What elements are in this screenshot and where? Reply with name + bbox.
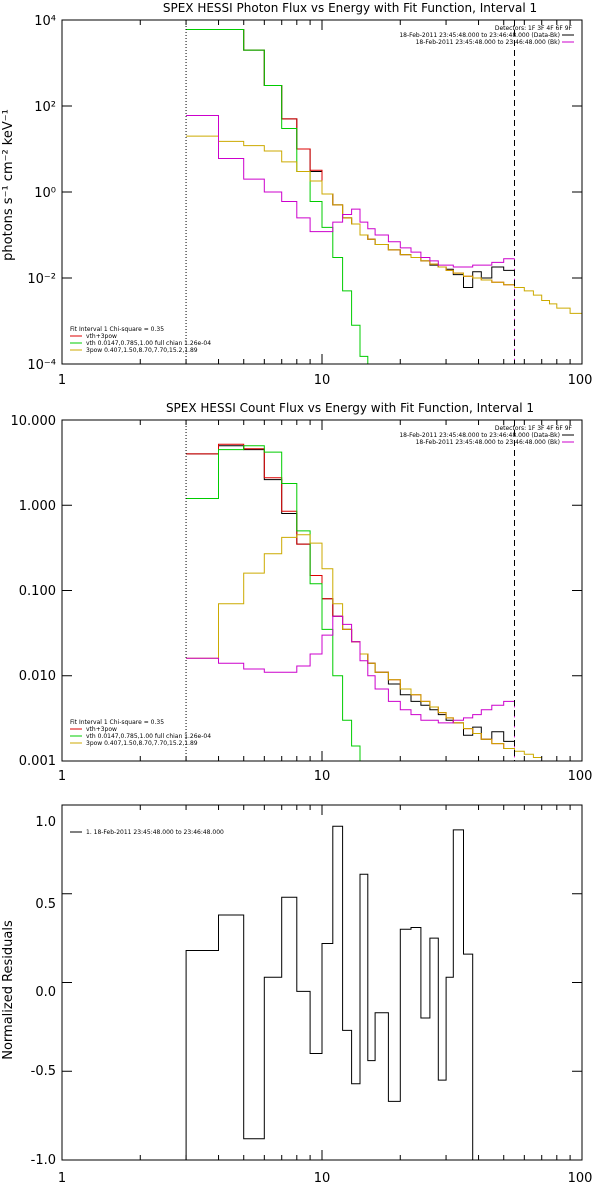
photon-flux-legend-text: 3pow 0.407,1.50,8.70,7.70,15.2,1.89	[86, 347, 198, 354]
count-flux-panel: SPEX HESSI Count Flux vs Energy with Fit…	[11, 401, 593, 784]
photon-flux-plot-frame	[61, 19, 583, 365]
photon-flux-series-line	[186, 135, 582, 314]
residuals-series-line	[185, 825, 474, 1160]
residuals-legend-text: 1. 18-Feb-2011 23:45:48.000 to 23:46:48.…	[86, 829, 224, 836]
count-flux-fit-text: Fit Interval 1 Chi-square = 0.35	[70, 719, 164, 726]
photon-flux-y-tick-label: 10⁻⁴	[27, 358, 56, 373]
residuals-panel: Normalized Residuals -1.0 -0.5 0.0 0.5 1…	[1, 804, 593, 1186]
count-flux-legend-text: vth+3pow	[86, 726, 117, 733]
residuals-x-tick-label: 10	[314, 1171, 331, 1186]
count-flux-series-line	[186, 445, 368, 762]
photon-flux-legend-text: vth+3pow	[86, 333, 117, 340]
photon-flux-title: SPEX HESSI Photon Flux vs Energy with Fi…	[163, 1, 537, 15]
photon-flux-y-tick-label: 10⁰	[34, 186, 56, 201]
photon-flux-series	[186, 29, 582, 365]
count-flux-series-line	[186, 615, 515, 724]
count-flux-title: SPEX HESSI Count Flux vs Energy with Fit…	[166, 401, 534, 415]
count-flux-plot-frame	[61, 419, 583, 762]
count-flux-y-tick-label: 0.001	[19, 754, 56, 769]
count-flux-series	[186, 443, 542, 762]
count-flux-series-line	[186, 445, 515, 742]
photon-flux-panel: SPEX HESSI Photon Flux vs Energy with Fi…	[1, 1, 592, 388]
residuals-y-tick-label: 0.0	[35, 985, 56, 1000]
photon-flux-y-tick-label: 10⁴	[34, 14, 56, 29]
residuals-y-tick-label: -0.5	[31, 1064, 56, 1079]
residuals-x-tick-label: 100	[568, 1171, 593, 1186]
photon-flux-series-line	[186, 29, 515, 286]
count-flux-x-tick-label: 10	[314, 769, 331, 784]
photon-flux-legend-text: vth 0.0147,0.785,1.00 full chian 1.26e-0…	[86, 340, 211, 347]
photon-flux-x-tick-label: 100	[568, 373, 593, 388]
residuals-x-tick-label: 1	[58, 1171, 66, 1186]
count-flux-y-tick-label: 0.010	[19, 669, 56, 684]
photon-flux-detectors-text: Detectors: 1F 3F 4F 6F 9F	[495, 25, 573, 32]
photon-flux-series-line	[186, 29, 376, 365]
count-flux-series-line	[186, 534, 542, 758]
photon-flux-y-axis-label: photons s⁻¹ cm⁻² keV⁻¹	[1, 109, 16, 261]
count-flux-y-tick-label: 1.000	[19, 499, 56, 514]
count-flux-y-tick-label: 0.100	[19, 584, 56, 599]
residuals-y-axis-label: Normalized Residuals	[1, 920, 16, 1060]
count-flux-x-tick-label: 1	[58, 769, 66, 784]
photon-flux-legend-top-text: 18-Feb-2011 23:45:48.000 to 23:46:48.000…	[399, 32, 560, 39]
count-flux-legend-top-text: 18-Feb-2011 23:45:48.000 to 23:46:48.000…	[399, 432, 560, 439]
photon-flux-legend-top-text: 18-Feb-2011 23:45:48.000 to 23:46:48.000…	[416, 39, 560, 46]
count-flux-legend-text: 3pow 0.407,1.50,8.70,7.70,15.2,1.89	[86, 740, 198, 747]
count-flux-y-tick-label: 10.000	[11, 414, 57, 429]
photon-flux-y-tick-label: 10²	[34, 100, 56, 115]
count-flux-range-markers	[185, 420, 515, 761]
count-flux-x-tick-label: 100	[568, 769, 593, 784]
residuals-plot-frame	[61, 804, 583, 1161]
count-flux-legend-top-text: 18-Feb-2011 23:45:48.000 to 23:46:48.000…	[416, 439, 560, 446]
residuals-ticks	[61, 804, 582, 1161]
photon-flux-x-tick-label: 1	[58, 373, 66, 388]
photon-flux-y-tick-label: 10⁻²	[27, 272, 56, 287]
count-flux-legend-text: vth 0.0147,0.785,1.00 full chian 1.26e-0…	[86, 733, 211, 740]
count-flux-detectors-text: Detectors: 1F 3F 4F 6F 9F	[495, 425, 573, 432]
residuals-series	[185, 825, 474, 1160]
residuals-y-tick-label: 0.5	[35, 897, 56, 912]
residuals-y-tick-label: -1.0	[31, 1153, 56, 1168]
photon-flux-x-tick-label: 10	[314, 373, 331, 388]
count-flux-series-line	[186, 443, 515, 749]
residuals-y-tick-label: 1.0	[35, 815, 56, 830]
photon-flux-fit-text: Fit Interval 1 Chi-square = 0.35	[70, 326, 164, 333]
photon-flux-series-line	[186, 115, 515, 268]
photon-flux-range-markers	[185, 20, 515, 364]
